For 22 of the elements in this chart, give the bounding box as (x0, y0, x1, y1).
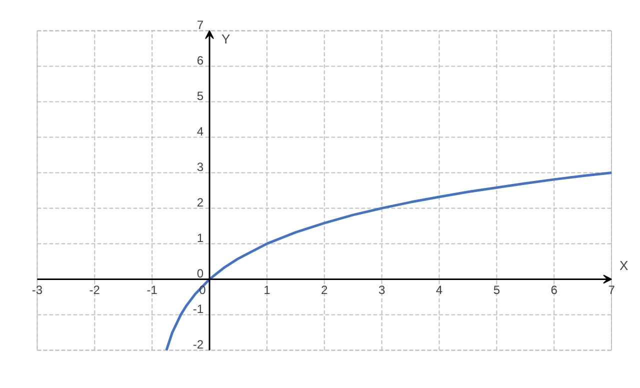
y-tick-label: 5 (196, 89, 204, 104)
x-tick-label: -2 (89, 283, 100, 298)
y-tick-label: -2 (192, 338, 204, 352)
x-tick-label: 7 (608, 283, 616, 298)
y-tick-label: 0 (196, 266, 204, 281)
x-tick-label: -1 (146, 283, 158, 298)
x-axis-title: X (620, 258, 629, 274)
x-tick-label: 2 (321, 283, 328, 298)
x-tick-label: 4 (436, 283, 443, 298)
y-tick-label: 1 (196, 231, 204, 246)
x-tick-label: 3 (378, 283, 386, 298)
y-tick-label: 3 (196, 160, 204, 174)
x-tick-label: -3 (32, 283, 43, 298)
y-tick-label: 7 (196, 18, 204, 32)
y-tick-label: -1 (192, 302, 204, 316)
y-tick-label: 6 (196, 54, 204, 68)
x-tick-label: 6 (550, 283, 558, 298)
x-tick-label: 1 (264, 283, 271, 298)
y-tick-label: 4 (196, 124, 204, 139)
y-tick-label: 2 (196, 196, 204, 210)
x-tick-label: 5 (493, 283, 500, 298)
y-axis-title: Y (222, 32, 231, 47)
